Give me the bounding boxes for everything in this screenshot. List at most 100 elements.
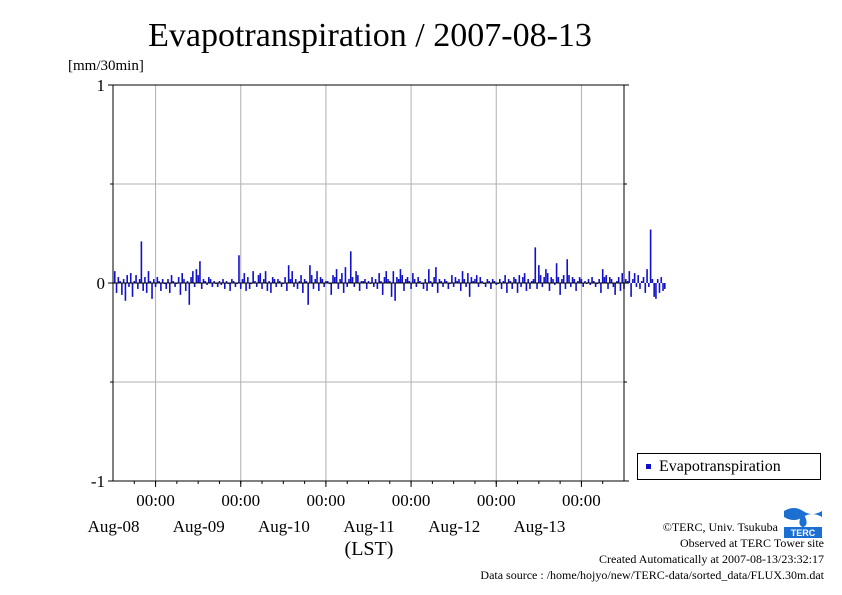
bar bbox=[436, 283, 439, 293]
bar bbox=[373, 283, 375, 287]
bar bbox=[630, 283, 632, 297]
bar bbox=[511, 283, 514, 289]
bar bbox=[261, 283, 263, 289]
bar bbox=[344, 267, 347, 283]
bar bbox=[204, 281, 207, 283]
legend-swatch bbox=[646, 464, 651, 469]
bar bbox=[286, 283, 288, 291]
bar bbox=[573, 279, 576, 283]
bar bbox=[614, 283, 616, 295]
bar bbox=[587, 279, 590, 283]
bar bbox=[481, 281, 483, 283]
bar bbox=[232, 281, 235, 283]
bar bbox=[513, 277, 515, 283]
bar bbox=[371, 277, 373, 283]
bar bbox=[179, 283, 182, 295]
bar bbox=[353, 283, 356, 287]
copyright-text: ©TERC, Univ. Tsukuba bbox=[662, 520, 778, 534]
bar bbox=[649, 229, 652, 283]
bar bbox=[241, 279, 244, 283]
data-source-text: Data source : /home/hojyo/new/TERC-data/… bbox=[480, 568, 824, 582]
bar bbox=[417, 277, 419, 283]
x-axis-label: (LST) bbox=[345, 538, 394, 560]
bar bbox=[607, 283, 609, 289]
bar bbox=[555, 263, 558, 283]
bar bbox=[617, 277, 620, 283]
bar bbox=[211, 283, 214, 287]
bar bbox=[186, 281, 189, 283]
bar bbox=[584, 281, 586, 283]
bar bbox=[605, 275, 608, 283]
x-tick-date-label: Aug-12 bbox=[428, 517, 480, 536]
bar bbox=[142, 283, 144, 291]
bar bbox=[341, 273, 343, 283]
bar bbox=[662, 283, 664, 291]
bar bbox=[268, 281, 270, 283]
bar bbox=[115, 283, 118, 293]
bar bbox=[568, 275, 570, 283]
bar bbox=[208, 277, 210, 283]
bar bbox=[255, 283, 258, 287]
bar bbox=[376, 283, 379, 289]
bar bbox=[380, 281, 382, 283]
bar bbox=[349, 251, 352, 283]
bar bbox=[525, 283, 528, 291]
bar bbox=[121, 283, 123, 295]
bar bbox=[404, 279, 407, 283]
bar bbox=[300, 275, 302, 283]
bar bbox=[429, 281, 432, 283]
bar bbox=[383, 277, 386, 283]
bar bbox=[628, 271, 631, 283]
bar bbox=[488, 281, 490, 283]
bar bbox=[390, 283, 393, 297]
bar bbox=[137, 283, 139, 289]
bar bbox=[406, 277, 409, 283]
chart-title: Evapotranspiration / 2007-08-13 bbox=[148, 17, 592, 54]
bar bbox=[452, 283, 455, 287]
bar bbox=[502, 281, 505, 283]
bar bbox=[197, 275, 199, 283]
bar bbox=[552, 279, 554, 283]
bar bbox=[504, 275, 506, 283]
bar bbox=[360, 281, 363, 283]
bar bbox=[220, 283, 223, 285]
bar bbox=[461, 271, 464, 283]
bar bbox=[271, 277, 274, 283]
bar bbox=[245, 283, 247, 291]
bar bbox=[277, 279, 279, 283]
x-tick-date-label: Aug-08 bbox=[88, 517, 140, 536]
legend: Evapotranspiration bbox=[637, 453, 821, 480]
bar bbox=[319, 277, 322, 283]
bar bbox=[154, 283, 157, 287]
bar bbox=[333, 277, 336, 283]
bar bbox=[309, 265, 311, 283]
bar bbox=[314, 279, 317, 283]
bar bbox=[321, 279, 324, 283]
x-tick-time-label: 00:00 bbox=[477, 491, 516, 510]
bar bbox=[467, 273, 469, 283]
bar bbox=[536, 283, 538, 289]
bar bbox=[222, 279, 224, 283]
bar bbox=[426, 283, 428, 291]
bar bbox=[135, 275, 137, 283]
bar bbox=[342, 283, 345, 293]
bar bbox=[454, 277, 457, 283]
bar bbox=[465, 283, 467, 287]
bar bbox=[337, 283, 340, 289]
bar bbox=[648, 283, 650, 287]
bar bbox=[234, 283, 237, 287]
bar bbox=[493, 281, 496, 283]
bar bbox=[658, 283, 661, 293]
bar bbox=[539, 275, 542, 283]
bar bbox=[543, 277, 545, 283]
bar bbox=[284, 277, 286, 283]
bar bbox=[206, 283, 208, 285]
bar bbox=[381, 283, 384, 295]
bar bbox=[365, 283, 368, 289]
bar bbox=[200, 283, 203, 289]
bar bbox=[582, 283, 584, 287]
bar bbox=[316, 271, 318, 283]
bar bbox=[273, 279, 276, 283]
bar bbox=[538, 265, 540, 283]
